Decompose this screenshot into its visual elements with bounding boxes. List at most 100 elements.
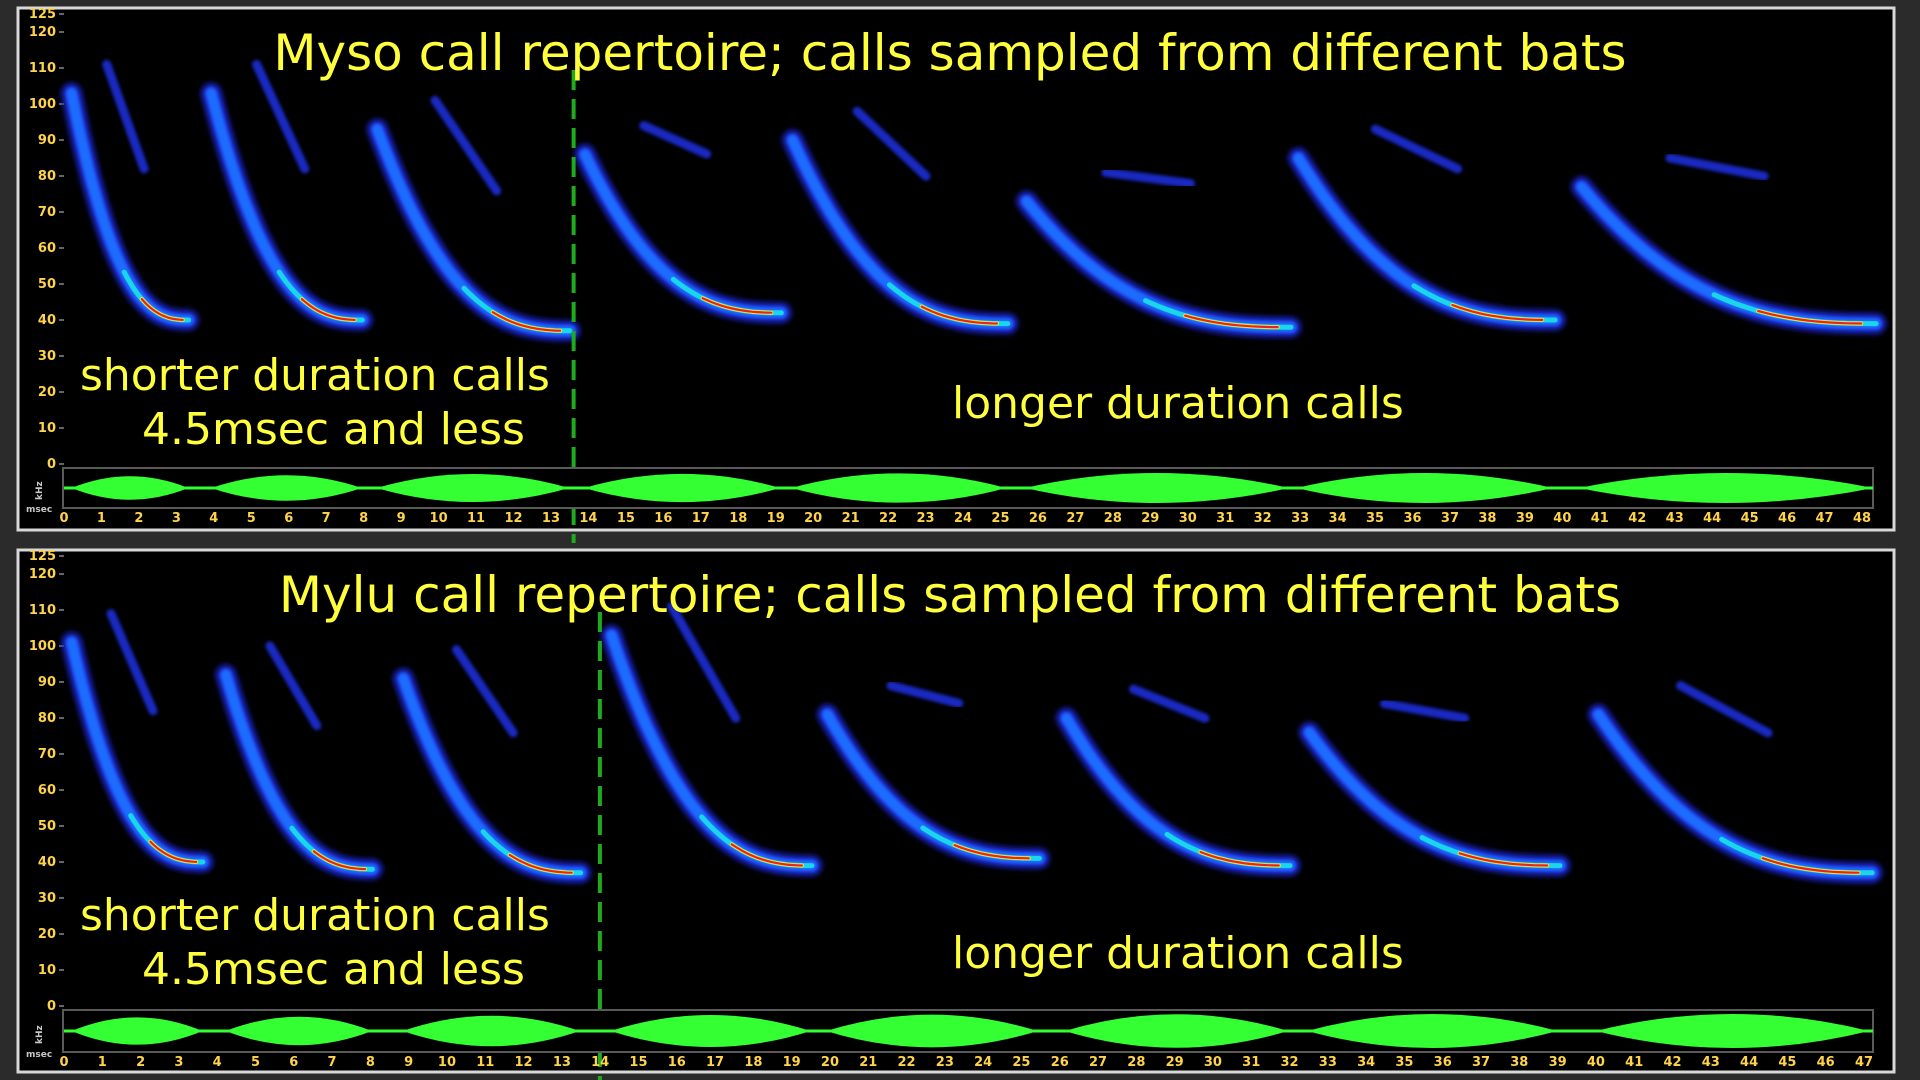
call-trace-layer xyxy=(1757,309,1863,325)
y-tick-label: 125 xyxy=(29,549,56,564)
x-tick-label: 44 xyxy=(1740,1055,1758,1070)
y-axis: 0 10 20 30 40 50 60 70 80 90 100 110 120 125 xyxy=(29,549,64,1014)
x-tick-label: 31 xyxy=(1242,1055,1260,1070)
call-trace-layer xyxy=(953,844,1030,860)
x-tick-label: 39 xyxy=(1516,511,1534,526)
x-tick-label: 29 xyxy=(1141,511,1159,526)
x-tick-label: 5 xyxy=(247,511,256,526)
envelope-blob xyxy=(71,476,189,500)
y-tick-label: 50 xyxy=(38,277,56,292)
x-tick-label: 9 xyxy=(404,1055,413,1070)
call-mark xyxy=(1588,681,1883,883)
x-tick-label: 27 xyxy=(1089,1055,1107,1070)
call-mark xyxy=(1299,699,1570,876)
y-tick-label: 70 xyxy=(38,205,56,220)
x-tick-label: 26 xyxy=(1051,1055,1069,1070)
call-trace-layer xyxy=(1761,857,1860,874)
harmonic-trace xyxy=(1676,681,1773,738)
envelope-blob xyxy=(225,1016,372,1046)
harmonic-trace xyxy=(639,121,712,159)
x-tick-label: 48 xyxy=(1853,511,1871,526)
y-tick-label: 90 xyxy=(38,133,56,148)
x-tick-label: 14 xyxy=(591,1055,609,1070)
harmonic-trace xyxy=(1101,167,1195,189)
x-tick-label: 3 xyxy=(172,511,181,526)
x-tick-label: 37 xyxy=(1472,1055,1490,1070)
x-tick-label: 6 xyxy=(284,511,293,526)
x-tick-label: 6 xyxy=(289,1055,298,1070)
x-tick-label: 26 xyxy=(1029,511,1047,526)
x-tick-label: 27 xyxy=(1066,511,1084,526)
x-tick-label: 19 xyxy=(783,1055,801,1070)
harmonic-trace xyxy=(667,601,741,723)
harmonic-trace xyxy=(265,641,322,731)
x-tick-label: 47 xyxy=(1815,511,1833,526)
envelope-blob xyxy=(1296,473,1553,503)
envelope-blob xyxy=(1025,473,1289,503)
x-tick-label: 45 xyxy=(1741,511,1759,526)
call-trace-layer xyxy=(701,297,773,314)
x-tick-label: 34 xyxy=(1329,511,1347,526)
x-tick-label: 7 xyxy=(322,511,331,526)
y-tick-label: 40 xyxy=(38,313,56,328)
x-tick-label: 0 xyxy=(59,511,68,526)
x-axis: 0 1 2 3 4 5 6 7 8 9 10 11 12 13 14 15 16 17 18 19 20 21 22 23 24… xyxy=(59,511,1871,526)
x-tick-label: 21 xyxy=(842,511,860,526)
call-trace-layer xyxy=(1184,314,1279,329)
annotation-long: longer duration calls xyxy=(952,928,1404,979)
x-tick-label: 41 xyxy=(1591,511,1609,526)
harmonic-trace xyxy=(252,59,310,174)
x-tick-label: 1 xyxy=(98,1055,107,1070)
y-tick-label: 80 xyxy=(38,169,56,184)
y-tick-label: 70 xyxy=(38,747,56,762)
x-tick-label: 46 xyxy=(1778,511,1796,526)
call-mark xyxy=(201,59,373,330)
y-tick-label: 40 xyxy=(38,855,56,870)
x-unit-label: msec xyxy=(26,1050,52,1060)
envelope-blob xyxy=(71,1017,203,1045)
annotation-short-line2: 4.5msec and less xyxy=(142,404,525,455)
x-tick-label: 32 xyxy=(1254,511,1272,526)
call-mark xyxy=(1288,124,1566,330)
x-tick-label: 21 xyxy=(859,1055,877,1070)
x-tick-label: 4 xyxy=(209,511,218,526)
x-unit-label: msec xyxy=(26,505,52,515)
call-mark xyxy=(817,681,1050,869)
x-tick-label: 36 xyxy=(1403,511,1421,526)
x-tick-label: 0 xyxy=(59,1055,68,1070)
x-tick-label: 43 xyxy=(1702,1055,1720,1070)
x-tick-label: 25 xyxy=(991,511,1009,526)
x-tick-label: 28 xyxy=(1104,511,1122,526)
call-marks xyxy=(61,601,1883,883)
x-tick-label: 15 xyxy=(629,1055,647,1070)
x-tick-label: 35 xyxy=(1395,1055,1413,1070)
x-tick-label: 8 xyxy=(366,1055,375,1070)
x-tick-label: 19 xyxy=(767,511,785,526)
call-trace-layer xyxy=(149,840,198,863)
call-trace-layer xyxy=(730,843,803,867)
call-trace-layer xyxy=(1451,303,1544,321)
y-tick-label: 110 xyxy=(29,61,56,76)
x-tick-label: 20 xyxy=(821,1055,839,1070)
envelope-blob xyxy=(210,475,362,501)
x-tick-label: 15 xyxy=(617,511,635,526)
harmonic-trace xyxy=(452,645,518,738)
x-tick-label: 5 xyxy=(251,1055,260,1070)
call-trace-layer xyxy=(300,298,356,321)
envelope-blob xyxy=(402,1015,580,1047)
x-tick-label: 16 xyxy=(668,1055,686,1070)
x-tick-label: 40 xyxy=(1553,511,1571,526)
x-tick-label: 38 xyxy=(1478,511,1496,526)
envelope-blob xyxy=(791,473,1007,503)
x-tick-label: 29 xyxy=(1166,1055,1184,1070)
x-tick-label: 18 xyxy=(729,511,747,526)
y-tick-label: 90 xyxy=(38,675,56,690)
call-trace-layer xyxy=(140,298,184,321)
x-tick-label: 22 xyxy=(879,511,897,526)
x-tick-label: 9 xyxy=(397,511,406,526)
x-tick-label: 12 xyxy=(515,1055,533,1070)
x-tick-label: 23 xyxy=(936,1055,954,1070)
y-tick-label: 50 xyxy=(38,819,56,834)
x-tick-label: 16 xyxy=(654,511,672,526)
x-tick-label: 20 xyxy=(804,511,822,526)
